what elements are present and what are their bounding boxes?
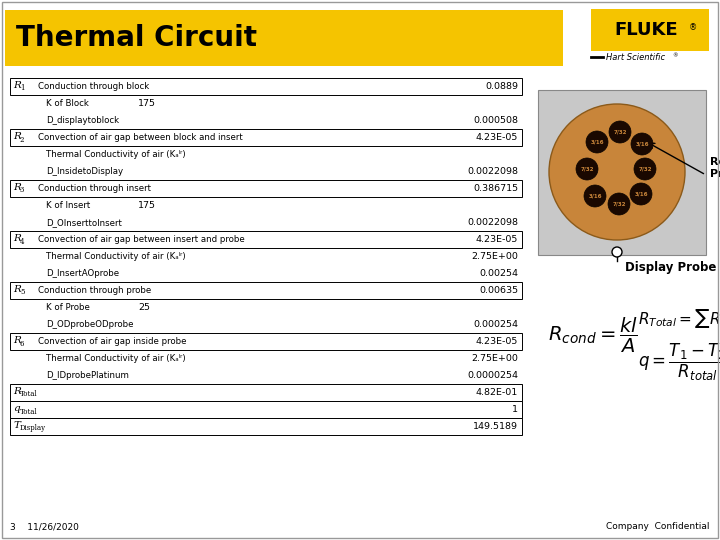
Text: Thermal Conductivity of air (Kₐᴵʳ): Thermal Conductivity of air (Kₐᴵʳ) [46, 354, 186, 363]
Circle shape [608, 193, 630, 215]
Text: Company  Confidential: Company Confidential [606, 522, 710, 531]
Text: Convection of air gap between block and insert: Convection of air gap between block and … [38, 133, 243, 142]
Text: $q = \dfrac{T_1 - T_2}{R_{total}}$: $q = \dfrac{T_1 - T_2}{R_{total}}$ [638, 341, 720, 383]
Circle shape [586, 131, 608, 153]
Text: FLUKE: FLUKE [614, 21, 678, 39]
Text: K of Insert: K of Insert [46, 201, 90, 210]
Text: Display: Display [20, 424, 46, 433]
Text: R: R [13, 336, 21, 345]
Text: R: R [13, 234, 21, 243]
Text: Thermal Circuit: Thermal Circuit [16, 24, 257, 52]
Text: 6: 6 [20, 340, 24, 348]
Text: D_OInserttoInsert: D_OInserttoInsert [46, 218, 122, 227]
Bar [10, 180, 522, 197]
Text: 1: 1 [512, 405, 518, 414]
Text: Thermal Conductivity of air (Kₐᴵʳ): Thermal Conductivity of air (Kₐᴵʳ) [46, 150, 186, 159]
Bar [10, 418, 522, 435]
Text: T: T [13, 421, 20, 430]
Circle shape [634, 158, 656, 180]
Text: Conduction through block: Conduction through block [38, 82, 149, 91]
Text: D_displaytoblock: D_displaytoblock [46, 116, 119, 125]
Circle shape [612, 247, 622, 257]
Text: $R_{cond} = \dfrac{kl}{A}$: $R_{cond} = \dfrac{kl}{A}$ [548, 315, 638, 355]
Text: 175: 175 [138, 99, 156, 108]
Text: 0.0022098: 0.0022098 [467, 167, 518, 176]
Bar [5, 10, 563, 66]
Text: 0.00635: 0.00635 [479, 286, 518, 295]
Bar [10, 78, 522, 95]
Circle shape [584, 185, 606, 207]
Text: 4.82E-01: 4.82E-01 [476, 388, 518, 397]
Text: Reference
Probe: Reference Probe [710, 157, 720, 179]
Text: 3: 3 [20, 186, 24, 194]
Text: 149.5189: 149.5189 [473, 422, 518, 431]
Text: 7/32: 7/32 [580, 166, 594, 172]
Text: D_ODprobeODprobe: D_ODprobeODprobe [46, 320, 133, 329]
Text: 3/16: 3/16 [590, 139, 604, 145]
Text: Conduction through insert: Conduction through insert [38, 184, 151, 193]
Text: 3    11/26/2020: 3 11/26/2020 [10, 522, 79, 531]
Text: 5: 5 [20, 288, 24, 296]
Text: 25: 25 [138, 303, 150, 312]
Text: Conduction through probe: Conduction through probe [38, 286, 151, 295]
Text: 0.0889: 0.0889 [485, 82, 518, 91]
Text: 3/16: 3/16 [634, 192, 648, 197]
Text: ®: ® [689, 24, 697, 32]
Bar [10, 384, 522, 401]
Text: R: R [13, 81, 21, 90]
Text: 4.23E-05: 4.23E-05 [476, 133, 518, 142]
Text: Convection of air gap inside probe: Convection of air gap inside probe [38, 337, 186, 346]
Text: Thermal Conductivity of air (Kₐᴵʳ): Thermal Conductivity of air (Kₐᴵʳ) [46, 252, 186, 261]
Bar [10, 282, 522, 299]
Text: ®: ® [672, 53, 678, 58]
Text: 2.75E+00: 2.75E+00 [471, 354, 518, 363]
Text: 3/16: 3/16 [635, 141, 649, 146]
Text: 4: 4 [20, 238, 24, 246]
Text: D_IDprobePlatinum: D_IDprobePlatinum [46, 371, 129, 380]
Text: 0.000508: 0.000508 [473, 116, 518, 125]
Bar [10, 401, 522, 418]
Bar [538, 90, 706, 255]
Text: 4.23E-05: 4.23E-05 [476, 337, 518, 346]
Text: Convection of air gap between insert and probe: Convection of air gap between insert and… [38, 235, 245, 244]
Text: 3/16: 3/16 [588, 193, 602, 199]
Text: K of Block: K of Block [46, 99, 89, 108]
Circle shape [609, 121, 631, 143]
Text: K of Probe: K of Probe [46, 303, 90, 312]
Bar [10, 129, 522, 146]
Text: $R_{Total} = \sum R_i$: $R_{Total} = \sum R_i$ [638, 307, 720, 329]
Text: D_InsidetoDisplay: D_InsidetoDisplay [46, 167, 123, 176]
Circle shape [576, 158, 598, 180]
Text: 0.0022098: 0.0022098 [467, 218, 518, 227]
Text: D_InsertAOprobe: D_InsertAOprobe [46, 269, 119, 278]
Bar [591, 9, 709, 51]
Text: 0.386715: 0.386715 [473, 184, 518, 193]
Text: Total: Total [20, 390, 37, 399]
Bar [10, 333, 522, 350]
Text: 0.00254: 0.00254 [479, 269, 518, 278]
Text: Total: Total [20, 408, 37, 415]
Text: 0.000254: 0.000254 [473, 320, 518, 329]
Text: Hart Scientific: Hart Scientific [606, 52, 665, 62]
Text: 0.0000254: 0.0000254 [467, 371, 518, 380]
Circle shape [631, 133, 653, 155]
Text: 175: 175 [138, 201, 156, 210]
Text: R: R [13, 183, 21, 192]
Bar [10, 231, 522, 248]
Text: 7/32: 7/32 [612, 201, 626, 206]
Text: R: R [13, 132, 21, 141]
Text: 1: 1 [20, 84, 24, 92]
Text: 2.75E+00: 2.75E+00 [471, 252, 518, 261]
Circle shape [549, 104, 685, 240]
Text: R: R [13, 387, 21, 396]
Text: Display Probe: Display Probe [625, 260, 716, 273]
Text: 4.23E-05: 4.23E-05 [476, 235, 518, 244]
Text: q: q [13, 404, 19, 413]
Circle shape [630, 183, 652, 205]
Text: R: R [13, 285, 21, 294]
Text: 2: 2 [20, 136, 24, 144]
Text: 7/32: 7/32 [638, 166, 652, 172]
Text: 7/32: 7/32 [613, 130, 626, 134]
